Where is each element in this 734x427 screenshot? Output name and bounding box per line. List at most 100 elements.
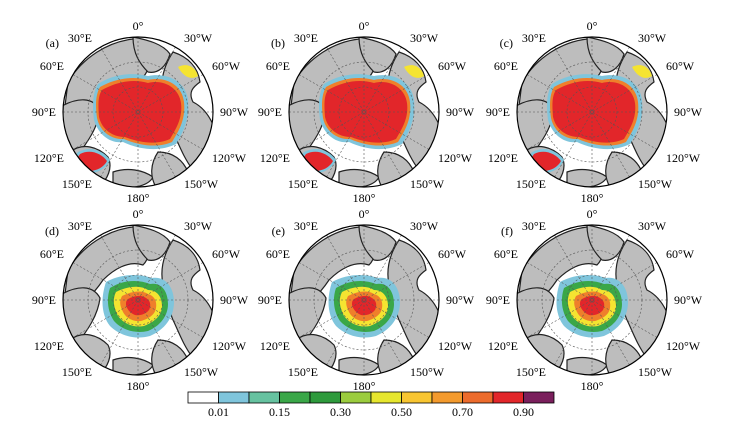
- meridian-line: [526, 74, 658, 150]
- map-border: [62, 36, 214, 188]
- meridian-label-bottom-right: 150°W: [638, 365, 673, 379]
- sea-ice-contour-6: [178, 65, 198, 78]
- meridian-label-top-right: 30°W: [184, 219, 213, 233]
- colorbar-box: [401, 391, 433, 404]
- colorbar-tick-label: 0.50: [391, 405, 412, 419]
- meridian-label-bottom-left: 150°E: [516, 365, 546, 379]
- meridian-label-left: 90°E: [486, 293, 510, 307]
- map-panel-e: (e) 0° 30°E 30°W 60°E 60°W 90°E 90°W 120°E 120°W 1…: [258, 207, 475, 393]
- panel-label: (e): [272, 224, 285, 238]
- land-greenland: [586, 37, 625, 73]
- colorbar-tick-label: 0.70: [452, 405, 473, 419]
- meridian-label-top-left: 30°E: [68, 219, 92, 233]
- graticule: [517, 225, 667, 375]
- land-greenland: [358, 225, 397, 261]
- map-content: [63, 37, 213, 187]
- map-panel-b: (b) 0° 30°E 30°W 60°E 60°W 90°E 90°W 120°E 120°W 1…: [258, 19, 475, 205]
- graticule: [517, 37, 667, 187]
- meridian-line: [526, 74, 658, 150]
- meridian-label-lower-left: 120°E: [260, 151, 290, 165]
- meridian-line: [298, 262, 430, 338]
- panel-label: (d): [45, 224, 59, 238]
- meridian-label-bottom-right: 150°W: [638, 177, 673, 191]
- panel-label: (a): [46, 36, 59, 50]
- meridian-line: [526, 262, 658, 338]
- meridian-label-top: 0°: [587, 207, 598, 221]
- meridian-line: [298, 74, 430, 150]
- meridian-label-top-right: 30°W: [638, 31, 667, 45]
- colorbar-box: [340, 391, 372, 404]
- meridian-label-bottom-left: 150°E: [516, 177, 546, 191]
- meridian-line: [326, 46, 402, 178]
- meridian-label-upper-right: 60°W: [666, 59, 695, 73]
- meridian-label-upper-left: 60°E: [40, 59, 64, 73]
- meridian-label-bottom: 180°: [127, 379, 150, 393]
- meridian-label-bottom-right: 150°W: [184, 177, 219, 191]
- meridian-label-lower-right: 120°W: [438, 151, 473, 165]
- map-border: [288, 224, 440, 376]
- meridian-label-bottom-left: 150°E: [288, 177, 318, 191]
- meridian-label-left: 90°E: [32, 105, 56, 119]
- meridian-label-top-left: 30°E: [522, 219, 546, 233]
- meridian-line: [526, 262, 658, 338]
- meridian-label-top-right: 30°W: [410, 31, 439, 45]
- colorbar-box: [462, 391, 494, 404]
- meridian-label-lower-left: 120°E: [488, 151, 518, 165]
- meridian-label-right: 90°W: [674, 105, 703, 119]
- colorbar: 0.01 0.15 0.30 0.50 0.70 0.90: [187, 391, 555, 419]
- land-greenland: [358, 37, 397, 73]
- meridian-label-right: 90°W: [220, 293, 249, 307]
- colorbar-box: [492, 391, 524, 404]
- meridian-line: [72, 262, 204, 338]
- colorbar-box: [218, 391, 250, 404]
- meridian-label-left: 90°E: [486, 105, 510, 119]
- meridian-label-upper-right: 60°W: [212, 59, 241, 73]
- meridian-label-bottom-right: 150°W: [410, 177, 445, 191]
- meridian-label-right: 90°W: [674, 293, 703, 307]
- colorbar-box: [187, 391, 219, 404]
- land-greenland: [132, 225, 171, 261]
- meridian-label-upper-right: 60°W: [666, 247, 695, 261]
- meridian-label-lower-left: 120°E: [260, 339, 290, 353]
- map-border: [516, 224, 668, 376]
- colorbar-tick-label: 0.01: [208, 405, 229, 419]
- meridian-label-upper-right: 60°W: [438, 59, 467, 73]
- meridian-line: [298, 262, 430, 338]
- meridian-line: [298, 74, 430, 150]
- meridian-label-top-right: 30°W: [184, 31, 213, 45]
- meridian-line: [72, 74, 204, 150]
- meridian-label-bottom: 180°: [353, 191, 376, 205]
- meridian-label-upper-left: 60°E: [494, 247, 518, 261]
- meridian-label-bottom: 180°: [353, 379, 376, 393]
- panel-label: (b): [271, 36, 285, 50]
- meridian-label-lower-left: 120°E: [34, 151, 64, 165]
- meridian-label-upper-right: 60°W: [438, 247, 467, 261]
- meridian-label-bottom-right: 150°W: [184, 365, 219, 379]
- meridian-label-top-right: 30°W: [638, 219, 667, 233]
- meridian-label-lower-right: 120°W: [212, 151, 247, 165]
- meridian-label-top-right: 30°W: [410, 219, 439, 233]
- meridian-label-top: 0°: [133, 19, 144, 33]
- graticule: [289, 225, 439, 375]
- meridian-label-upper-left: 60°E: [266, 247, 290, 261]
- meridian-line: [100, 234, 176, 366]
- colorbar-box: [248, 391, 280, 404]
- graticule: [289, 37, 439, 187]
- meridian-label-right: 90°W: [446, 105, 475, 119]
- meridian-line: [100, 234, 176, 366]
- meridian-label-right: 90°W: [446, 293, 475, 307]
- meridian-line: [72, 262, 204, 338]
- meridian-label-lower-right: 120°W: [212, 339, 247, 353]
- meridian-label-left: 90°E: [258, 293, 282, 307]
- meridian-label-top: 0°: [587, 19, 598, 33]
- colorbar-box: [370, 391, 402, 404]
- meridian-line: [72, 74, 204, 150]
- meridian-label-top-left: 30°E: [68, 31, 92, 45]
- meridian-label-left: 90°E: [32, 293, 56, 307]
- meridian-label-bottom: 180°: [581, 191, 604, 205]
- colorbar-tick-label: 0.30: [330, 405, 351, 419]
- meridian-label-lower-right: 120°W: [438, 339, 473, 353]
- sea-ice-contour-6: [404, 65, 424, 78]
- colorbar-box: [431, 391, 463, 404]
- meridian-label-lower-left: 120°E: [488, 339, 518, 353]
